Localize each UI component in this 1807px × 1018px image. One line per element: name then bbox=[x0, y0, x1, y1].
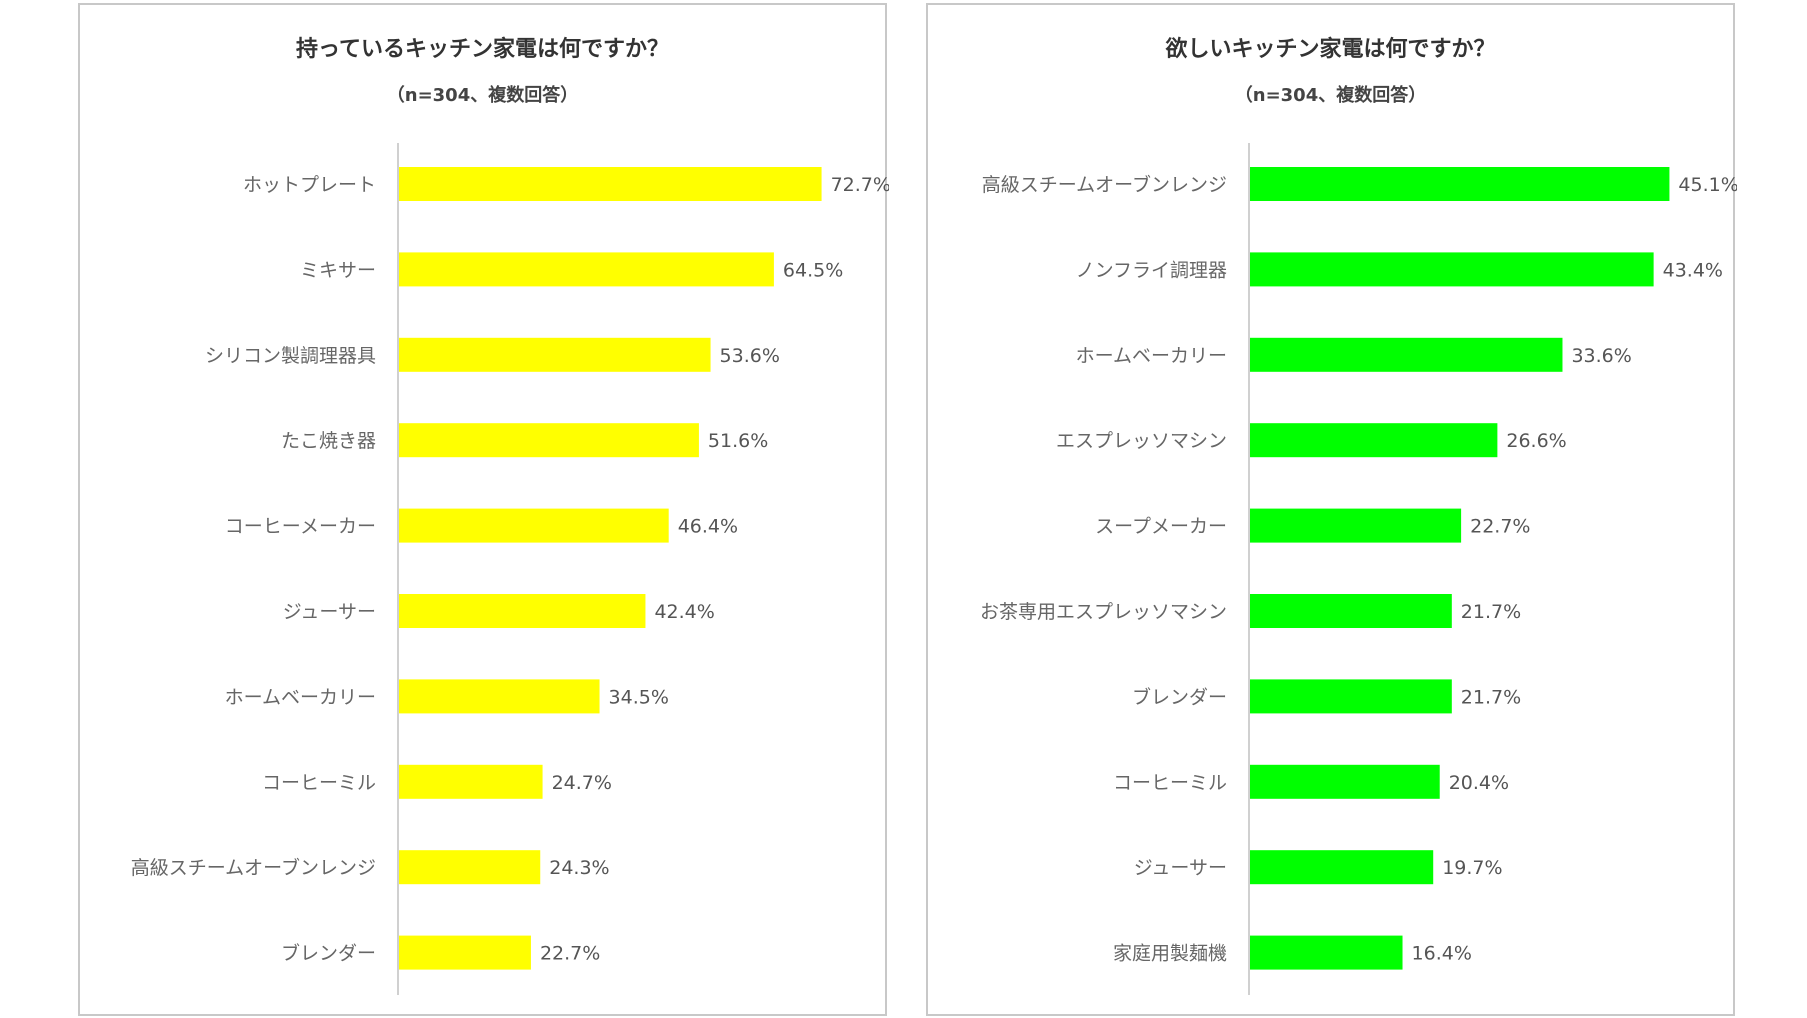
bar bbox=[1250, 508, 1462, 543]
bar-chart-wanted: 高級スチームオーブンレンジ 45.1% ノンフライ調理器 43.4% ホームベーカリー 3… bbox=[980, 143, 1737, 995]
bar bbox=[1250, 167, 1670, 201]
data-label: 64.5% bbox=[783, 259, 843, 281]
bar bbox=[399, 508, 669, 543]
chart-subtitle: （n=304、複数回答） bbox=[1234, 85, 1427, 106]
category-label: ジューサー bbox=[1134, 857, 1227, 879]
bar bbox=[1250, 337, 1563, 372]
chart-wanted: 欲しいキッチン家電は何ですか？ （n=304、複数回答） 高級スチームオーブンレ… bbox=[926, 3, 1737, 1016]
category-label: シリコン製調理器具 bbox=[205, 345, 376, 367]
data-label: 16.4% bbox=[1412, 943, 1472, 965]
bar bbox=[399, 252, 774, 287]
data-label: 21.7% bbox=[1461, 686, 1521, 708]
bar bbox=[1250, 679, 1452, 714]
chart-title: 欲しいキッチン家電は何ですか？ bbox=[1165, 37, 1496, 62]
data-label: 24.3% bbox=[549, 857, 609, 879]
category-label: 家庭用製麺機 bbox=[1113, 943, 1227, 965]
category-label: ノンフライ調理器 bbox=[1076, 259, 1227, 281]
bar bbox=[1250, 764, 1440, 799]
data-label: 51.6% bbox=[708, 430, 768, 452]
bar bbox=[399, 764, 543, 799]
category-label: コーヒーミル bbox=[262, 772, 376, 794]
category-label: ホームベーカリー bbox=[1076, 345, 1227, 367]
bar bbox=[399, 679, 600, 714]
bar bbox=[1250, 850, 1434, 885]
bar bbox=[399, 594, 646, 628]
data-label: 22.7% bbox=[540, 943, 600, 965]
category-label: コーヒーミル bbox=[1113, 772, 1227, 794]
category-label: ミキサー bbox=[300, 259, 376, 281]
category-label: エスプレッソマシン bbox=[1056, 430, 1227, 452]
category-label: スープメーカー bbox=[1095, 516, 1227, 538]
data-label: 24.7% bbox=[552, 772, 612, 794]
data-label: 21.7% bbox=[1461, 601, 1521, 623]
category-label: ブレンダー bbox=[281, 942, 376, 965]
category-label: ジューサー bbox=[283, 601, 376, 623]
category-label: コーヒーメーカー bbox=[225, 516, 376, 538]
bar bbox=[399, 935, 531, 970]
bar bbox=[1250, 594, 1452, 628]
chart-title: 持っているキッチン家電は何ですか？ bbox=[296, 37, 669, 62]
data-label: 53.6% bbox=[720, 345, 780, 367]
bar-chart-owned: ホットプレート 72.7% ミキサー 64.5% シリコン製調理器具 53.6% たこ焼き器… bbox=[131, 143, 889, 995]
data-label: 19.7% bbox=[1442, 857, 1502, 879]
category-label: ホームベーカリー bbox=[225, 686, 376, 708]
data-label: 45.1% bbox=[1678, 174, 1737, 196]
category-label: たこ焼き器 bbox=[281, 430, 376, 452]
bar bbox=[1250, 935, 1403, 970]
data-label: 46.4% bbox=[678, 516, 738, 538]
data-label: 20.4% bbox=[1449, 772, 1509, 794]
data-label: 43.4% bbox=[1663, 259, 1723, 281]
chart-subtitle: （n=304、複数回答） bbox=[386, 85, 579, 106]
bar bbox=[399, 167, 822, 201]
bar bbox=[1250, 423, 1498, 458]
data-label: 26.6% bbox=[1506, 430, 1566, 452]
category-label: ホットプレート bbox=[243, 174, 376, 196]
bar bbox=[399, 850, 541, 885]
data-label: 42.4% bbox=[654, 601, 714, 623]
data-label: 72.7% bbox=[831, 174, 889, 196]
data-label: 33.6% bbox=[1571, 345, 1631, 367]
bar bbox=[399, 337, 711, 372]
bar bbox=[399, 423, 699, 458]
data-label: 22.7% bbox=[1470, 516, 1530, 538]
data-label: 34.5% bbox=[609, 686, 669, 708]
chart-owned: 持っているキッチン家電は何ですか？ （n=304、複数回答） ホットプレート 72… bbox=[78, 3, 889, 1016]
category-label: お茶専用エスプレッソマシン bbox=[980, 601, 1227, 623]
category-label: ブレンダー bbox=[1132, 685, 1227, 708]
bar bbox=[1250, 252, 1654, 287]
category-label: 高級スチームオーブンレンジ bbox=[131, 856, 376, 879]
category-label: 高級スチームオーブンレンジ bbox=[982, 173, 1227, 196]
